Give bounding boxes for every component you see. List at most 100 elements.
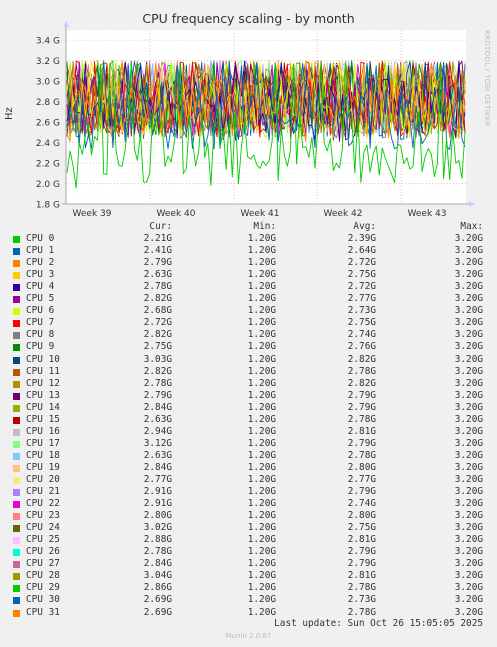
legend-min: 1.20G: [247, 582, 276, 594]
x-tick-labels: Week 39 Week 40 Week 41 Week 42 Week 43: [73, 209, 447, 219]
legend-cur: 2.91G: [143, 486, 172, 498]
legend-cur: 2.77G: [143, 473, 172, 485]
legend-row: CPU 6 2.68G 1.20G 2.73G 3.20G: [12, 305, 486, 317]
legend-max: 3.20G: [454, 473, 483, 485]
legend-avg: 2.74G: [347, 498, 376, 510]
legend-name: CPU 16: [26, 425, 60, 437]
legend-min: 1.20G: [247, 449, 276, 461]
legend-name: CPU 25: [26, 534, 60, 546]
legend-cur: 2.68G: [143, 305, 172, 317]
legend-min: 1.20G: [247, 558, 276, 570]
legend-name: CPU 5: [26, 293, 55, 305]
y-tick-label: 1.8 G: [36, 201, 60, 211]
legend-swatch: [13, 260, 20, 268]
legend-name: CPU 21: [26, 486, 60, 498]
legend-min: 1.20G: [247, 293, 276, 305]
legend-swatch: [13, 549, 20, 557]
legend-cur: 2.82G: [143, 365, 172, 377]
legend-cur: 2.69G: [143, 594, 172, 606]
legend-avg: 2.80G: [347, 510, 376, 522]
legend-avg: 2.75G: [347, 522, 376, 534]
legend-avg: 2.78G: [347, 365, 376, 377]
legend-cur: 2.79G: [143, 389, 172, 401]
legend-swatch: [13, 320, 20, 328]
legend-min: 1.20G: [247, 365, 276, 377]
legend-name: CPU 14: [26, 401, 60, 413]
header-avg: Avg:: [353, 221, 376, 232]
legend-cur: 3.04G: [143, 570, 172, 582]
legend-cur: 2.41G: [143, 245, 172, 257]
legend-name: CPU 12: [26, 377, 60, 389]
legend-swatch: [13, 537, 20, 545]
legend-swatch: [13, 248, 20, 256]
legend-max: 3.20G: [454, 257, 483, 269]
legend-max: 3.20G: [454, 377, 483, 389]
legend-min: 1.20G: [247, 389, 276, 401]
legend-avg: 2.81G: [347, 570, 376, 582]
y-tick-label: 2.2 G: [36, 160, 60, 170]
legend-cur: 2.72G: [143, 317, 172, 329]
y-tick-label: 2.8 G: [36, 98, 60, 108]
legend-max: 3.20G: [454, 365, 483, 377]
legend-swatch: [13, 332, 20, 340]
legend-avg: 2.72G: [347, 281, 376, 293]
legend-min: 1.20G: [247, 522, 276, 534]
legend-row: CPU 3 2.63G 1.20G 2.75G 3.20G: [12, 269, 486, 281]
legend-cur: 2.63G: [143, 413, 172, 425]
legend-swatch: [13, 392, 20, 400]
legend-avg: 2.81G: [347, 534, 376, 546]
legend-min: 1.20G: [247, 461, 276, 473]
legend-swatch: [13, 464, 20, 472]
legend-avg: 2.76G: [347, 341, 376, 353]
legend-cur: 2.82G: [143, 329, 172, 341]
legend-swatch: [13, 501, 20, 509]
legend-avg: 2.79G: [347, 389, 376, 401]
legend-min: 1.20G: [247, 269, 276, 281]
legend-min: 1.20G: [247, 606, 276, 618]
legend-name: CPU 0: [26, 233, 55, 245]
legend-swatch: [13, 272, 20, 280]
legend-min: 1.20G: [247, 413, 276, 425]
legend-row: CPU 9 2.75G 1.20G 2.76G 3.20G: [12, 341, 486, 353]
header-max: Max:: [460, 221, 483, 232]
legend-min: 1.20G: [247, 305, 276, 317]
legend-max: 3.20G: [454, 437, 483, 449]
y-tick-label: 3.4 G: [36, 37, 60, 47]
legend-max: 3.20G: [454, 534, 483, 546]
x-axis-arrow: [469, 201, 475, 207]
legend-name: CPU 23: [26, 510, 60, 522]
legend-min: 1.20G: [247, 257, 276, 269]
legend-avg: 2.79G: [347, 546, 376, 558]
legend-row: CPU 12 2.78G 1.20G 2.82G 3.20G: [12, 378, 486, 390]
legend-row: CPU 16 2.94G 1.20G 2.81G 3.20G: [12, 426, 486, 438]
legend-avg: 2.82G: [347, 377, 376, 389]
series-line: [66, 60, 466, 131]
y-axis-arrow: [63, 21, 69, 27]
legend-avg: 2.74G: [347, 329, 376, 341]
legend-cur: 2.78G: [143, 546, 172, 558]
legend-max: 3.20G: [454, 389, 483, 401]
legend-max: 3.20G: [454, 486, 483, 498]
legend-cur: 3.02G: [143, 522, 172, 534]
legend-header: Cur: Min: Avg: Max:: [12, 221, 486, 233]
legend-swatch: [13, 489, 20, 497]
legend-row: CPU 29 2.86G 1.20G 2.78G 3.20G: [12, 582, 486, 594]
legend-swatch: [13, 404, 20, 412]
legend-min: 1.20G: [247, 546, 276, 558]
legend-swatch: [13, 513, 20, 521]
legend-swatch: [13, 440, 20, 448]
legend-min: 1.20G: [247, 341, 276, 353]
legend-avg: 2.79G: [347, 486, 376, 498]
header-cur: Cur:: [149, 221, 172, 232]
legend-cur: 2.63G: [143, 449, 172, 461]
y-tick-labels: 1.8 G 2.0 G 2.2 G 2.4 G 2.6 G 2.8 G 3.0 G 3.2 G…: [36, 37, 60, 211]
legend-swatch: [13, 356, 20, 364]
legend-swatch: [13, 573, 20, 581]
y-tick-label: 2.0 G: [36, 180, 60, 190]
legend-min: 1.20G: [247, 401, 276, 413]
legend-name: CPU 7: [26, 317, 55, 329]
legend-min: 1.20G: [247, 317, 276, 329]
legend-row: CPU 24 3.02G 1.20G 2.75G 3.20G: [12, 522, 486, 534]
legend-max: 3.20G: [454, 461, 483, 473]
legend-name: CPU 29: [26, 582, 60, 594]
